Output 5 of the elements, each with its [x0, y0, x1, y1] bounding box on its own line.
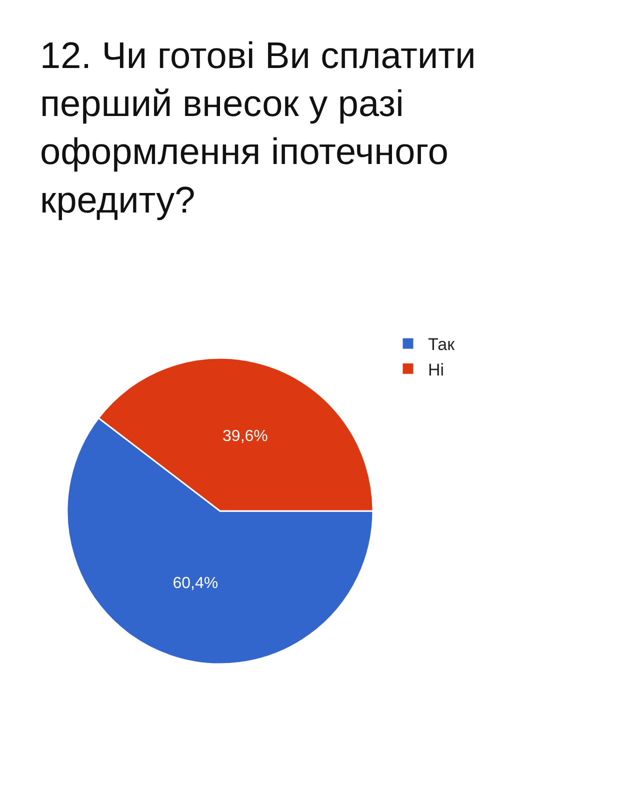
- legend-label: Так: [428, 335, 456, 354]
- data-label: 60,4%: [172, 574, 218, 592]
- chart-title: 12. Чи готові Ви сплатити перший внесок у разі оформлення іпотечного кредиту?: [40, 35, 476, 220]
- legend-label: Ні: [428, 360, 444, 380]
- data-label: 39,6%: [222, 428, 268, 446]
